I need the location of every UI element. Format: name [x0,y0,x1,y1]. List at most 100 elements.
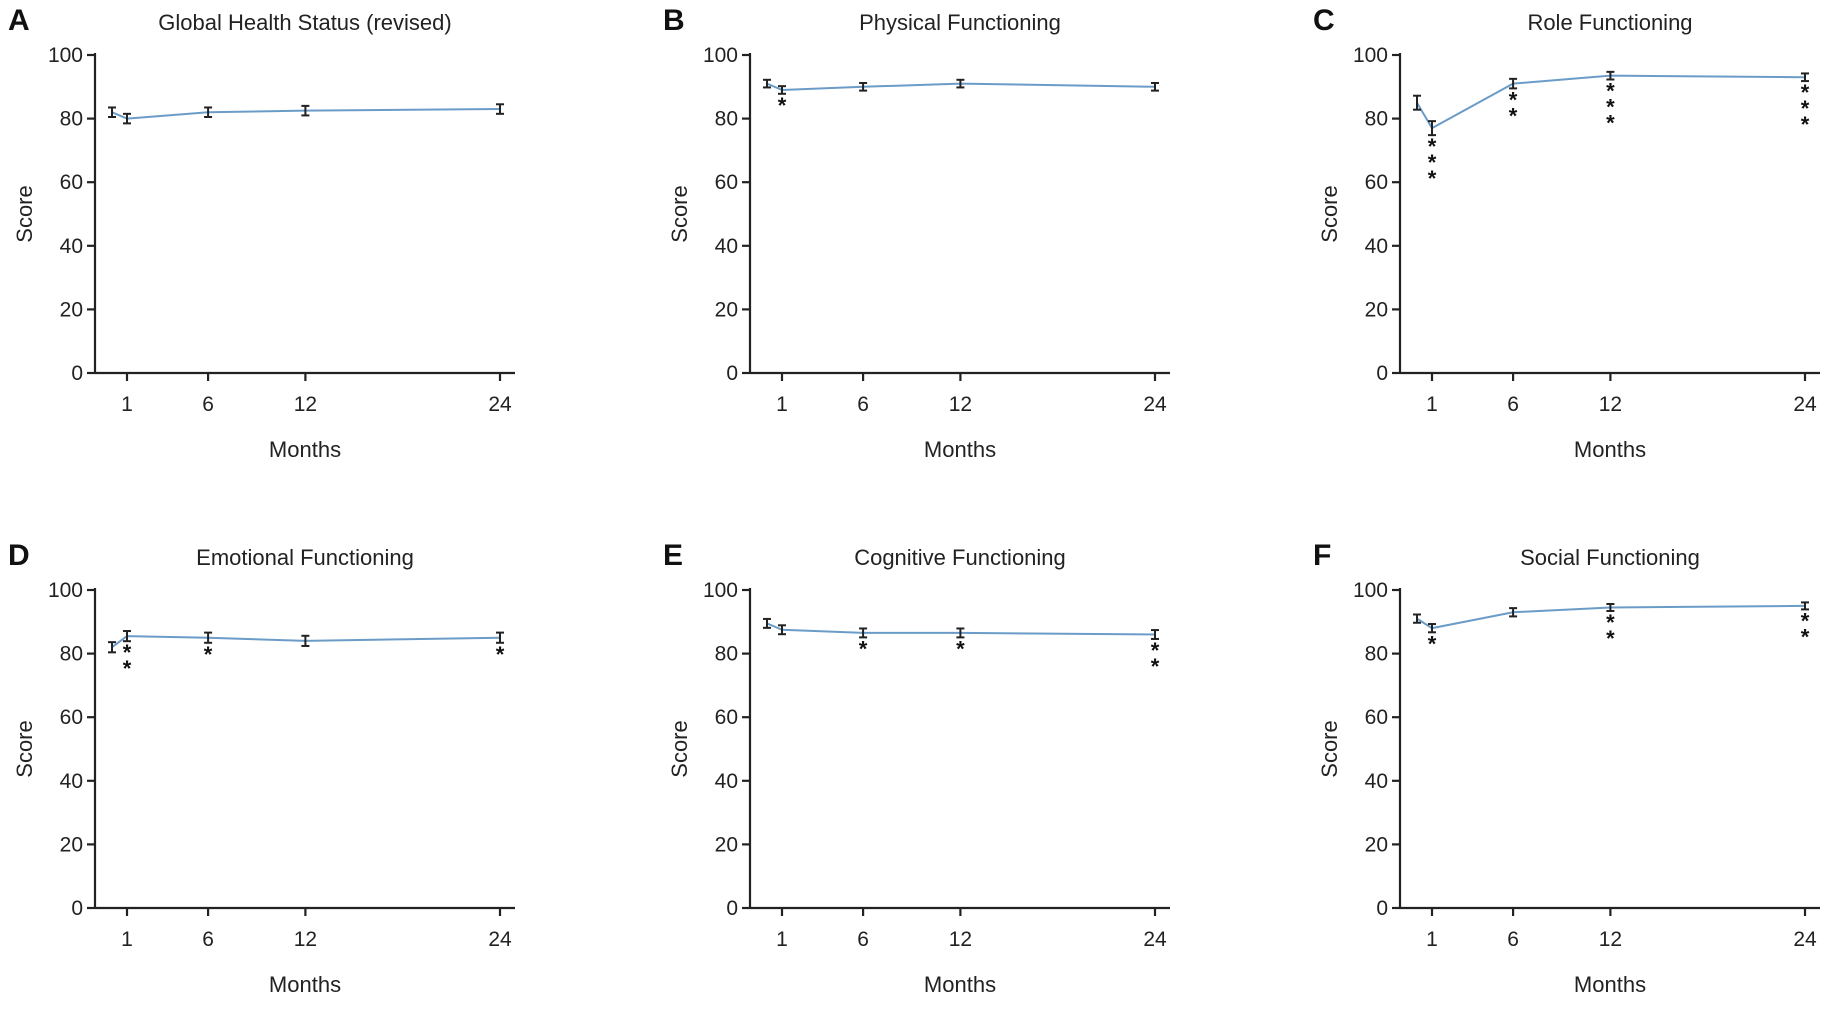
x-tick-label: 6 [1507,393,1519,416]
y-tick-label: 80 [715,643,738,666]
y-tick-label: 80 [60,643,83,666]
x-tick-label: 24 [1793,393,1817,416]
data-point [859,81,868,92]
y-tick-label: 60 [1365,171,1388,194]
y-tick-label: 100 [703,44,738,67]
y-tick-label: 100 [1353,579,1388,602]
significance-label: * * [1151,638,1160,679]
panel-letter: E [663,539,683,572]
y-tick-label: 0 [726,897,738,920]
y-axis-label: Score [667,720,692,777]
y-tick-label: 60 [1365,706,1388,729]
x-tick-label: 6 [857,393,869,416]
data-point [1151,81,1159,92]
chart-panel-e: E Cognitive Functioning 0 20 40 60 80 100 1 6 12 24… [655,535,1255,1035]
y-axis-label: Score [667,185,692,242]
x-tick-label: 6 [202,928,214,951]
y-tick-label: 60 [60,171,83,194]
x-tick-label: 1 [776,928,788,951]
y-tick-label: 40 [60,770,83,793]
y-tick-label: 20 [1365,833,1388,856]
x-tick-label: 24 [1143,928,1167,951]
data-point [496,103,504,115]
panel-letter: F [1313,539,1331,572]
data-point [301,634,310,647]
y-tick-label: 100 [48,579,83,602]
y-tick-label: 40 [715,770,738,793]
data-point [123,112,131,125]
significance-label: * * [1606,610,1615,651]
data-point [763,78,771,89]
y-tick-label: 20 [1365,298,1388,321]
data-point [778,624,786,636]
x-tick-label: 12 [294,393,317,416]
x-tick-label: 6 [857,928,869,951]
y-tick-label: 60 [715,171,738,194]
y-tick-label: 20 [60,298,83,321]
y-tick-label: 100 [703,579,738,602]
x-tick-label: 12 [1599,393,1622,416]
significance-label: * * * [1606,78,1615,135]
x-tick-label: 24 [488,393,512,416]
figure-grid: A Global Health Status (revised) 0 20 40 60 80… [8,0,1829,997]
data-point [859,627,868,639]
panel-letter: A [8,4,30,37]
data-point [956,78,965,89]
chart-title: Social Functioning [1520,545,1700,570]
significance-label: * [496,642,505,667]
y-tick-label: 40 [715,235,738,258]
y-tick-label: 100 [1353,44,1388,67]
chart-svg: E Cognitive Functioning 0 20 40 60 80 100 1 6 12 24… [663,539,1170,997]
data-point [1413,613,1421,624]
data-point [301,104,310,117]
x-tick-label: 1 [121,393,133,416]
data-point [763,617,771,629]
data-point [1428,120,1436,137]
x-tick-label: 6 [202,393,214,416]
x-tick-label: 6 [1507,928,1519,951]
y-tick-label: 20 [715,298,738,321]
y-axis-label: Score [12,185,37,242]
chart-svg: F Social Functioning 0 20 40 60 80 100 1 6 12 24 Mon… [1313,539,1820,997]
y-axis-label: Score [12,720,37,777]
significance-label: * [859,636,868,661]
chart-title: Physical Functioning [859,10,1061,35]
y-tick-label: 60 [60,706,83,729]
x-tick-label: 1 [1426,393,1438,416]
x-tick-label: 12 [949,393,972,416]
data-point [1606,70,1615,81]
y-tick-label: 0 [1376,897,1388,920]
x-axis-label: Months [924,437,996,462]
x-tick-label: 1 [1426,928,1438,951]
y-tick-label: 20 [60,833,83,856]
x-axis-label: Months [269,972,341,997]
y-tick-label: 0 [1376,362,1388,385]
y-tick-label: 20 [715,833,738,856]
chart-title: Global Health Status (revised) [158,10,451,35]
data-point [1509,77,1518,90]
chart-svg: A Global Health Status (revised) 0 20 40 60 80… [8,4,515,462]
y-tick-label: 80 [60,108,83,131]
data-point [204,106,213,119]
x-tick-label: 1 [121,928,133,951]
y-tick-label: 80 [715,108,738,131]
chart-svg: B Physical Functioning 0 20 40 60 80 100 1 6 12 24 M… [663,4,1170,462]
significance-label: * * * [1428,134,1437,191]
data-point [108,641,116,654]
data-point [956,627,965,639]
y-tick-label: 40 [1365,770,1388,793]
panel-letter: D [8,539,30,572]
significance-label: * [1428,631,1437,656]
data-point [1801,72,1809,83]
x-axis-label: Months [924,972,996,997]
x-axis-label: Months [1574,972,1646,997]
significance-label: * [778,93,787,118]
x-tick-label: 24 [488,928,512,951]
data-point [1428,623,1436,634]
chart-panel-c: C Role Functioning 0 20 40 60 80 100 1 6 12 24 Month… [1305,0,1829,500]
chart-title: Cognitive Functioning [854,545,1066,570]
x-tick-label: 24 [1793,928,1817,951]
y-tick-label: 40 [60,235,83,258]
y-tick-label: 60 [715,706,738,729]
x-tick-label: 12 [1599,928,1622,951]
